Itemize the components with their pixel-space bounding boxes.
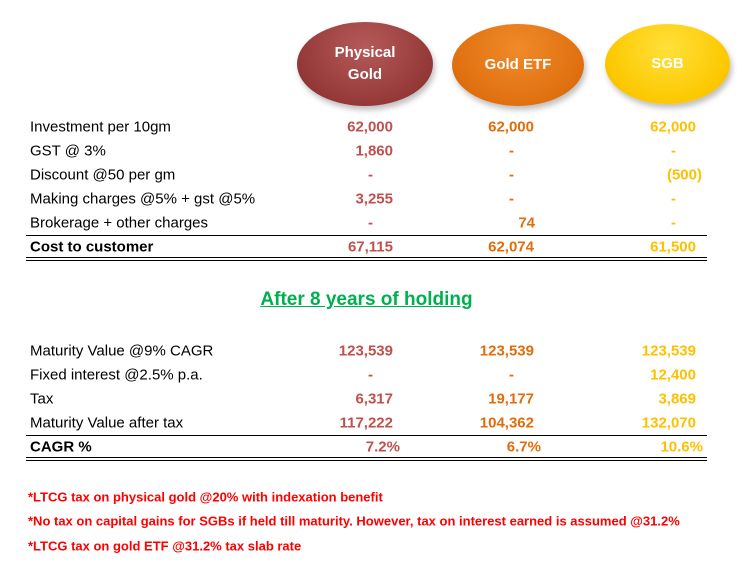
cell-value: 7.2% [365, 438, 400, 456]
cell-value: 74 [518, 214, 535, 232]
cell-value: 62,000 [488, 118, 534, 136]
cell-value: - [671, 142, 676, 160]
cell-value: 123,539 [641, 342, 696, 360]
cell-value: 117,222 [339, 414, 393, 432]
column-label: Gold ETF [484, 56, 552, 73]
cell-value: 1,860 [355, 142, 393, 160]
cell-value: - [509, 142, 514, 160]
cell-value: 6.7% [506, 438, 541, 456]
cell-value: 6,317 [355, 390, 393, 408]
column-label: Physical Gold [334, 44, 396, 83]
cell-value: 62,000 [347, 118, 393, 136]
cell-value: - [509, 366, 514, 384]
cell-value: - [671, 214, 676, 232]
row-label: Fixed interest @2.5% p.a. [30, 366, 203, 384]
cell-value: - [671, 190, 676, 208]
cell-value: 3,869 [658, 390, 696, 408]
gold-etf-header: Gold ETF [452, 24, 584, 106]
sgb-header: SGB [605, 24, 730, 104]
cell-value: 132,070 [641, 414, 696, 432]
row-label: Making charges @5% + gst @5% [30, 190, 256, 208]
cell-value: (500) [666, 166, 702, 184]
cell-value: 123,539 [338, 342, 393, 360]
footnote: *LTCG tax on gold ETF @31.2% tax slab ra… [28, 538, 302, 554]
cell-value: - [509, 166, 514, 184]
row-label: CAGR % [30, 438, 92, 456]
holding-heading: After 8 years of holding [260, 289, 473, 310]
divider [26, 235, 707, 236]
row-label: GST @ 3% [30, 142, 106, 160]
cell-value: - [368, 214, 373, 232]
row-label: Tax [30, 390, 54, 408]
physical-gold-header: Physical Gold [297, 22, 433, 106]
row-label: Maturity Value after tax [30, 414, 184, 432]
cell-value: 10.6% [660, 438, 703, 456]
cell-value: 123,539 [479, 342, 534, 360]
row-label: Discount @50 per gm [30, 166, 176, 184]
cell-value: - [368, 366, 373, 384]
cell-value: 67,115 [347, 238, 393, 256]
cell-value: 62,074 [488, 238, 534, 256]
cell-value: 62,000 [650, 118, 696, 136]
row-label: Investment per 10gm [30, 118, 171, 136]
footnote: *No tax on capital gains for SGBs if hel… [28, 513, 680, 529]
cell-value: 3,255 [355, 190, 393, 208]
cell-value: 19,177 [488, 390, 534, 408]
row-label: Cost to customer [30, 238, 154, 256]
divider [26, 435, 707, 436]
double-divider [26, 457, 707, 461]
footnote: *LTCG tax on physical gold @20% with ind… [28, 489, 383, 505]
cell-value: - [368, 166, 373, 184]
row-label: Brokerage + other charges [30, 214, 209, 232]
column-label: SGB [651, 55, 684, 72]
double-divider [26, 257, 707, 261]
row-label: Maturity Value @9% CAGR [30, 342, 214, 360]
cell-value: 61,500 [650, 238, 696, 256]
cell-value: 12,400 [650, 366, 696, 384]
cell-value: 104,362 [479, 414, 534, 432]
cell-value: - [509, 190, 514, 208]
